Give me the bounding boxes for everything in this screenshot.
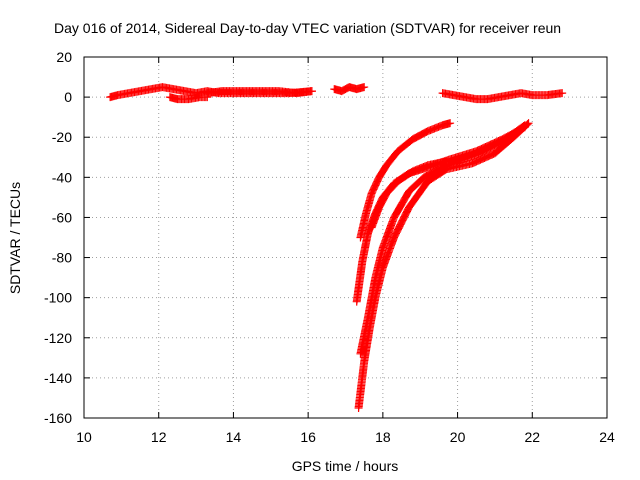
x-tick-label: 10 xyxy=(76,429,92,445)
y-tick-label: -140 xyxy=(44,370,72,386)
grid xyxy=(84,57,607,418)
x-tick-label: 18 xyxy=(375,429,391,445)
series-marker-path xyxy=(438,89,567,104)
chart-title: Day 016 of 2014, Sidereal Day-to-day VTE… xyxy=(54,20,561,36)
series-arc-8 xyxy=(354,119,533,412)
series-marker-path xyxy=(356,119,455,242)
series-marker-path xyxy=(367,157,451,232)
series-arc-10 xyxy=(367,157,451,232)
y-tick-label: -120 xyxy=(44,330,72,346)
series-marker-path xyxy=(203,87,316,98)
x-tick-label: 16 xyxy=(300,429,316,445)
y-tick-label: -20 xyxy=(52,129,72,145)
x-tick-label: 14 xyxy=(226,429,242,445)
y-tick-label: 20 xyxy=(56,49,72,65)
x-tick-label: 20 xyxy=(450,429,466,445)
x-tick-label: 22 xyxy=(524,429,540,445)
y-tick-label: -60 xyxy=(52,209,72,225)
series-arc-4 xyxy=(330,83,369,96)
series-marker-path xyxy=(356,121,529,358)
tick-marks xyxy=(83,56,608,419)
y-tick-label: 0 xyxy=(64,89,72,105)
series-marker-path xyxy=(330,83,369,96)
series-arc-5 xyxy=(438,89,567,104)
series-arc-9 xyxy=(356,121,529,358)
y-tick-label: -160 xyxy=(44,410,72,426)
series-marker-path xyxy=(354,119,533,412)
x-tick-label: 12 xyxy=(151,429,167,445)
data-marks xyxy=(106,83,567,412)
y-tick-label: -80 xyxy=(52,250,72,266)
y-tick-label: -100 xyxy=(44,290,72,306)
series-arc-2 xyxy=(165,93,212,104)
series-arc-6 xyxy=(356,119,455,242)
x-axis-label: GPS time / hours xyxy=(292,458,399,474)
x-tick-label: 24 xyxy=(599,429,615,445)
plot-frame xyxy=(83,56,608,419)
series-arc-3 xyxy=(203,87,316,98)
y-axis-label: SDTVAR / TECUs xyxy=(7,182,23,294)
y-tick-label: -40 xyxy=(52,169,72,185)
series-marker-path xyxy=(165,93,212,104)
y-tick-labels: 20 0 -20 -40 -60 -80 -100 -120 -140 -160 xyxy=(44,49,72,426)
x-tick-labels: 10 12 14 16 18 20 22 24 xyxy=(76,429,615,445)
